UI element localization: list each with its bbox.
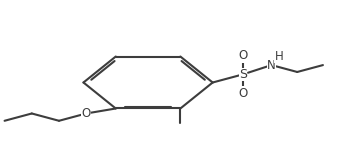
- Text: O: O: [82, 107, 91, 120]
- Text: O: O: [238, 87, 247, 99]
- Text: S: S: [239, 68, 247, 81]
- Text: O: O: [238, 49, 247, 62]
- Text: N: N: [267, 59, 276, 72]
- Text: H: H: [275, 50, 284, 63]
